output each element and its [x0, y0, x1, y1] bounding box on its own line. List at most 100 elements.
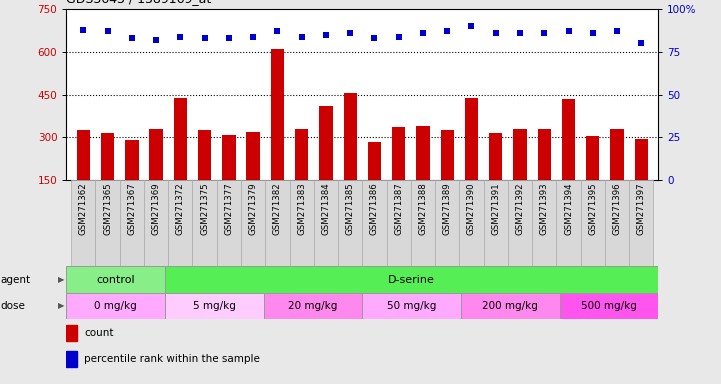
Bar	[386, 180, 411, 266]
Bar	[580, 180, 605, 266]
Text: GSM271367: GSM271367	[128, 183, 136, 235]
Bar	[559, 293, 658, 319]
Text: GSM271386: GSM271386	[370, 183, 379, 235]
Bar	[416, 126, 430, 180]
Bar	[319, 106, 332, 180]
Bar	[611, 129, 624, 180]
Bar	[165, 266, 658, 293]
Text: 0 mg/kg: 0 mg/kg	[94, 301, 137, 311]
Bar	[562, 99, 575, 180]
Bar	[66, 293, 165, 319]
Text: GSM271379: GSM271379	[249, 183, 257, 235]
Text: D-serine: D-serine	[388, 275, 435, 285]
Bar	[411, 180, 435, 266]
Text: GSM271397: GSM271397	[637, 183, 646, 235]
Text: GSM271390: GSM271390	[467, 183, 476, 235]
Text: GSM271377: GSM271377	[224, 183, 234, 235]
Bar	[264, 293, 363, 319]
Bar	[241, 180, 265, 266]
Text: GSM271395: GSM271395	[588, 183, 597, 235]
Bar	[76, 130, 90, 180]
Text: GSM271382: GSM271382	[273, 183, 282, 235]
Point	[490, 30, 502, 36]
Bar	[343, 93, 357, 180]
Bar	[465, 98, 478, 180]
Text: GSM271369: GSM271369	[151, 183, 161, 235]
Point	[368, 35, 380, 41]
Text: GSM271389: GSM271389	[443, 183, 452, 235]
Bar	[165, 293, 264, 319]
Bar	[338, 180, 363, 266]
Point	[345, 30, 356, 36]
Bar	[198, 130, 211, 180]
Bar	[270, 49, 284, 180]
Bar	[120, 180, 144, 266]
Bar	[247, 132, 260, 180]
Bar	[484, 180, 508, 266]
Bar	[66, 351, 77, 367]
Bar	[459, 180, 484, 266]
Bar	[222, 134, 236, 180]
Point	[563, 28, 575, 35]
Text: GSM271385: GSM271385	[345, 183, 355, 235]
Point	[174, 33, 186, 40]
Text: GSM271365: GSM271365	[103, 183, 112, 235]
Text: 50 mg/kg: 50 mg/kg	[387, 301, 436, 311]
Text: ▶: ▶	[58, 301, 64, 310]
Point	[272, 28, 283, 35]
Bar	[144, 180, 168, 266]
Point	[126, 35, 138, 41]
Bar	[290, 180, 314, 266]
Text: control: control	[97, 275, 135, 285]
Text: 20 mg/kg: 20 mg/kg	[288, 301, 337, 311]
Text: GDS3643 / 1389169_at: GDS3643 / 1389169_at	[66, 0, 211, 5]
Text: GSM271392: GSM271392	[516, 183, 524, 235]
Point	[417, 30, 429, 36]
Bar	[363, 180, 386, 266]
Point	[466, 23, 477, 30]
Bar	[265, 180, 290, 266]
Text: GSM271393: GSM271393	[540, 183, 549, 235]
Bar	[314, 180, 338, 266]
Bar	[149, 129, 163, 180]
Bar	[217, 180, 241, 266]
Bar	[513, 129, 526, 180]
Point	[150, 37, 162, 43]
Bar	[95, 180, 120, 266]
Bar	[66, 266, 165, 293]
Point	[635, 40, 647, 46]
Bar	[508, 180, 532, 266]
Point	[199, 35, 211, 41]
Text: GSM271388: GSM271388	[418, 183, 428, 235]
Text: agent: agent	[1, 275, 31, 285]
Text: 5 mg/kg: 5 mg/kg	[193, 301, 236, 311]
Bar	[168, 180, 193, 266]
Bar	[174, 98, 187, 180]
Text: GSM271383: GSM271383	[297, 183, 306, 235]
Bar	[532, 180, 557, 266]
Bar	[125, 140, 138, 180]
Bar	[101, 133, 114, 180]
Text: GSM271396: GSM271396	[613, 183, 622, 235]
Text: GSM271372: GSM271372	[176, 183, 185, 235]
Point	[611, 28, 623, 35]
Bar	[441, 130, 454, 180]
Text: GSM271387: GSM271387	[394, 183, 403, 235]
Text: count: count	[84, 328, 114, 338]
Bar	[586, 136, 599, 180]
Bar	[629, 180, 653, 266]
Point	[247, 33, 259, 40]
Point	[514, 30, 526, 36]
Point	[539, 30, 550, 36]
Text: percentile rank within the sample: percentile rank within the sample	[84, 354, 260, 364]
Bar	[71, 180, 95, 266]
Text: GSM271362: GSM271362	[79, 183, 88, 235]
Point	[78, 26, 89, 33]
Text: 500 mg/kg: 500 mg/kg	[581, 301, 637, 311]
Text: GSM271375: GSM271375	[200, 183, 209, 235]
Bar	[435, 180, 459, 266]
Text: dose: dose	[1, 301, 26, 311]
Point	[102, 28, 113, 35]
Bar	[538, 129, 551, 180]
Point	[320, 32, 332, 38]
